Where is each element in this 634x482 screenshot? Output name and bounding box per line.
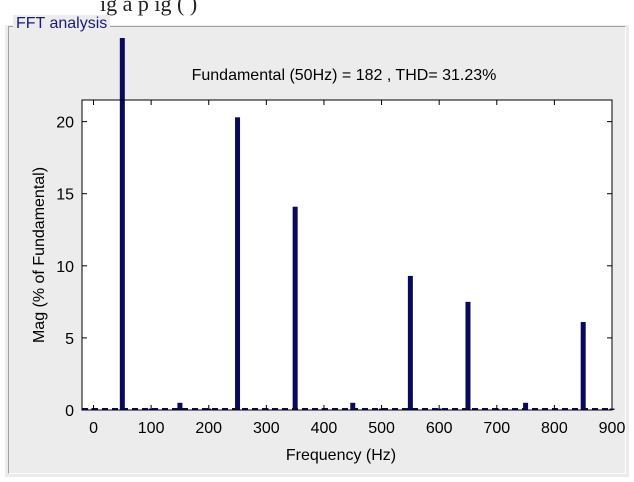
y-tick-label-5: 5 [65, 331, 74, 348]
bar-250hz [235, 117, 241, 411]
bar-150hz [177, 402, 183, 410]
plot-area [82, 100, 612, 410]
y-tick-label-0: 0 [65, 403, 74, 420]
bar-850hz [580, 322, 586, 410]
y-tick-label-20: 20 [56, 115, 74, 132]
x-axis-label: Frequency (Hz) [286, 447, 396, 464]
bar-750hz [523, 402, 529, 410]
fft-analysis-group-title: FFT analysis [13, 15, 111, 33]
bar-50hz [119, 38, 125, 410]
bar-550hz [407, 275, 413, 410]
axes-box [81, 99, 613, 411]
x-tick-label-700: 700 [483, 420, 510, 437]
bar-350hz [292, 206, 298, 410]
fft-analysis-group-frame [8, 26, 626, 474]
x-tick-label-200: 200 [195, 420, 222, 437]
x-tick-label-300: 300 [253, 420, 280, 437]
x-tick-label-500: 500 [368, 420, 395, 437]
x-tick-label-0: 0 [89, 420, 98, 437]
y-axis-label: Mag (% of Fundamental) [31, 167, 48, 343]
x-tick-label-600: 600 [426, 420, 453, 437]
y-tick-label-10: 10 [56, 259, 74, 276]
x-tick-label-800: 800 [541, 420, 568, 437]
chart-title: Fundamental (50Hz) = 182 , THD= 31.23% [192, 67, 497, 84]
y-tick-label-15: 15 [56, 187, 74, 204]
x-tick-label-400: 400 [311, 420, 338, 437]
bar-650hz [465, 301, 471, 410]
x-tick-label-100: 100 [138, 420, 165, 437]
x-tick-label-900: 900 [599, 420, 626, 437]
bar-450hz [350, 402, 356, 410]
page-top-text: ig a p ig ( ) [100, 0, 198, 16]
